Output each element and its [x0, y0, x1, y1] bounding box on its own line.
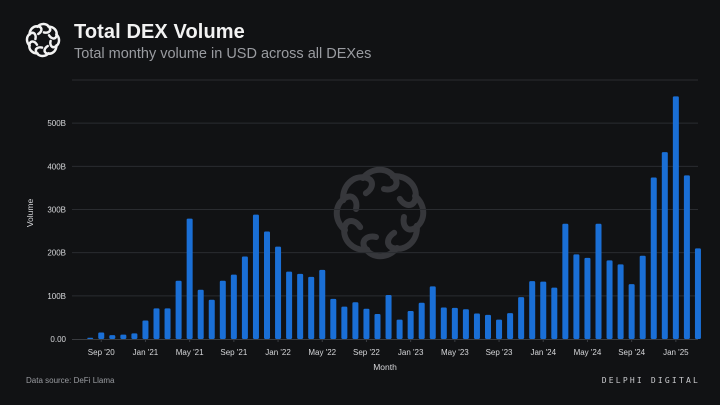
bar-jan-23: [407, 310, 414, 339]
bar-oct-21: [241, 256, 248, 339]
bar-sep-20: [98, 332, 105, 339]
y-axis-label: Volume: [25, 199, 35, 228]
bar-oct-24: [639, 255, 646, 339]
chart-title: Total DEX Volume: [74, 21, 245, 43]
x-tick-label: Sep '22: [353, 348, 380, 357]
bar-may-22: [319, 269, 326, 339]
x-axis-label: Month: [373, 362, 397, 372]
bar-aug-23: [485, 314, 491, 339]
bar-mar-24: [562, 223, 569, 339]
bar-feb-23: [418, 302, 425, 339]
bar-nov-20: [120, 334, 127, 339]
bar-dec-24: [661, 152, 668, 339]
bar-may-23: [451, 307, 458, 339]
bar-jan-22: [275, 246, 282, 339]
x-tick-label: Sep '23: [486, 348, 513, 357]
bar-sep-24: [628, 284, 635, 339]
bar-apr-24: [573, 254, 580, 339]
bar-apr-23: [440, 307, 447, 339]
y-tick-label: 500B: [47, 119, 66, 128]
y-tick-labels: 0.00 100B 200B 300B 400B 500B: [47, 119, 66, 344]
bar-nov-22: [385, 294, 392, 339]
bar-sep-22: [363, 308, 370, 339]
x-tick-label: May '21: [176, 348, 204, 357]
bar-feb-21: [153, 308, 160, 339]
bar-aug-21: [219, 280, 226, 339]
x-tick-label: Jan '23: [398, 348, 424, 357]
y-tick-label: 300B: [47, 206, 66, 215]
bar-may-21: [186, 218, 193, 339]
y-tick-label: 200B: [47, 249, 66, 258]
bar-dec-23: [529, 281, 536, 339]
bar-nov-21: [252, 214, 259, 339]
brand-wordmark: DELPHI DIGITAL: [601, 376, 700, 385]
y-tick-label: 400B: [47, 162, 66, 171]
delphi-logo-icon: [25, 22, 61, 58]
bar-aug-20: [87, 337, 94, 339]
x-tick-label: May '22: [308, 348, 336, 357]
bar-oct-23: [507, 313, 514, 339]
bar-jun-22: [330, 298, 337, 339]
bar-dec-22: [396, 319, 403, 339]
bar-apr-22: [308, 276, 315, 339]
x-tick-label: Sep '21: [220, 348, 247, 357]
bar-mar-21: [164, 308, 171, 339]
bar-jul-21: [208, 299, 215, 339]
bar-jan-24: [540, 281, 547, 339]
bar-nov-24: [650, 177, 657, 339]
bar-feb-22: [286, 271, 293, 339]
x-tick-labels: Sep '20 Jan '21 May '21 Sep '21 Jan '22 May '…: [88, 339, 689, 357]
bar-jul-22: [341, 306, 348, 339]
bar-jan-25: [672, 96, 679, 339]
bar-dec-20: [131, 333, 138, 339]
bar-feb-25: [683, 175, 690, 339]
data-source-note: Data source: DeFi Llama: [26, 376, 115, 385]
bar-aug-24: [617, 264, 624, 339]
bar-jun-24: [595, 223, 602, 339]
x-tick-label: Jan '25: [663, 348, 689, 357]
x-tick-label: Jan '24: [530, 348, 556, 357]
y-tick-label: 100B: [47, 292, 66, 301]
bar-sep-23: [496, 319, 503, 339]
x-tick-label: Sep '24: [618, 348, 645, 357]
chart-subtitle: Total monthy volume in USD across all DE…: [74, 46, 372, 62]
bars: [87, 96, 701, 339]
bar-apr-21: [175, 280, 182, 339]
bar-dec-21: [264, 231, 270, 339]
bar-jan-21: [142, 320, 149, 339]
bar-feb-24: [551, 287, 558, 339]
watermark-knot-icon: [337, 166, 424, 257]
bar-nov-23: [518, 297, 525, 339]
bar-jun-21: [197, 289, 204, 339]
bar-jun-23: [462, 309, 469, 339]
x-tick-label: May '24: [574, 348, 602, 357]
x-tick-label: May '23: [441, 348, 469, 357]
x-tick-label: Jan '21: [133, 348, 159, 357]
bar-may-24: [584, 257, 591, 339]
bar-mar-22: [297, 273, 304, 339]
bar-aug-22: [352, 302, 359, 339]
bar-sep-21: [230, 274, 237, 339]
bar-jul-23: [473, 313, 480, 339]
bar-jul-24: [606, 260, 613, 339]
bar-mar-25: [694, 248, 701, 339]
bar-oct-22: [374, 313, 381, 339]
bar-oct-20: [109, 335, 116, 339]
x-tick-label: Jan '22: [265, 348, 291, 357]
x-tick-label: Sep '20: [88, 348, 115, 357]
y-tick-label: 0.00: [50, 335, 66, 344]
bar-mar-23: [429, 286, 436, 339]
